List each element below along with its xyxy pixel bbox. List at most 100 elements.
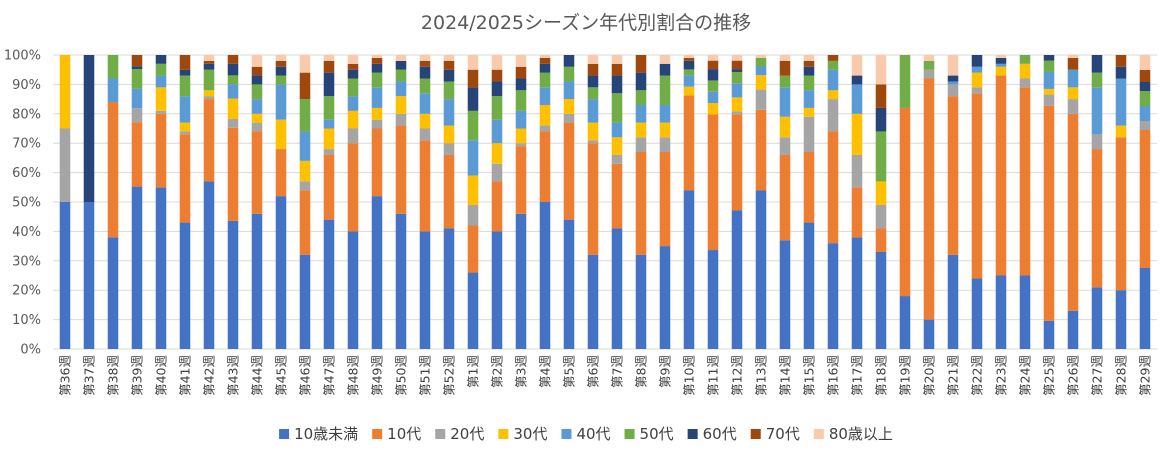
- bar-segment: [251, 55, 263, 67]
- bar-segment: [59, 55, 71, 129]
- bar-segment: [1067, 310, 1079, 349]
- bar-segment: [683, 57, 695, 61]
- bar-segment: [971, 72, 983, 88]
- bar-segment: [659, 246, 671, 349]
- bar-segment: [251, 122, 263, 132]
- x-tick-label: 第23週: [994, 355, 1009, 396]
- bar-segment: [467, 110, 479, 141]
- bar-segment: [995, 55, 1007, 58]
- bar-segment: [395, 213, 407, 349]
- x-tick-label: 第42週: [202, 355, 217, 396]
- bar-segment: [707, 55, 719, 61]
- bar-segment: [899, 296, 911, 349]
- bar-segment: [1139, 106, 1151, 121]
- bar-segment: [611, 137, 623, 155]
- bar-segment: [1043, 105, 1055, 321]
- bar-segment: [203, 63, 215, 70]
- bar-segment: [875, 204, 887, 229]
- x-tick-label: 第6週: [586, 355, 601, 388]
- bars: [59, 55, 1151, 349]
- bar-segment: [707, 91, 719, 104]
- bar-segment: [779, 240, 791, 349]
- bar-segment: [107, 78, 119, 103]
- legend-swatch: [279, 429, 290, 439]
- x-tick-label: 第40週: [154, 355, 169, 396]
- bar-segment: [1115, 290, 1127, 349]
- bar-segment: [347, 96, 359, 111]
- bar-segment: [203, 181, 215, 349]
- x-tick-label: 第1週: [466, 355, 481, 388]
- y-tick-label: 70%: [12, 137, 41, 152]
- bar-segment: [635, 104, 647, 123]
- bar-segment: [443, 143, 455, 155]
- bar-segment: [539, 131, 551, 202]
- bar-segment: [803, 222, 815, 349]
- bar-segment: [467, 272, 479, 349]
- bar-segment: [563, 113, 575, 123]
- legend-label: 50代: [640, 425, 674, 443]
- bar-segment: [491, 181, 503, 232]
- y-tick-label: 100%: [4, 49, 41, 64]
- bar-segment: [467, 140, 479, 176]
- bar-segment: [323, 72, 335, 97]
- bar-segment: [851, 113, 863, 155]
- bar-segment: [707, 69, 719, 81]
- bar-segment: [443, 228, 455, 349]
- bar-segment: [659, 104, 671, 123]
- bar-segment: [923, 319, 935, 349]
- x-tick-label: 第29週: [1138, 355, 1153, 396]
- bar-segment: [635, 122, 647, 138]
- bar-segment: [395, 125, 407, 214]
- bar-segment: [347, 110, 359, 129]
- bar-segment: [947, 55, 959, 76]
- bar-segment: [611, 55, 623, 64]
- bar-segment: [707, 250, 719, 349]
- bar-segment: [707, 60, 719, 70]
- bar-segment: [995, 66, 1007, 76]
- bar-segment: [707, 103, 719, 115]
- bar-segment: [731, 69, 743, 72]
- bar-segment: [443, 55, 455, 61]
- legend-swatch: [372, 429, 383, 439]
- bar-segment: [539, 202, 551, 349]
- x-tick-label: 第43週: [226, 355, 241, 396]
- bar-segment: [131, 66, 143, 69]
- bar-segment: [827, 55, 839, 61]
- bar-segment: [635, 137, 647, 153]
- legend-label: 10歳未満: [294, 425, 358, 443]
- bar-segment: [251, 213, 263, 349]
- bar-segment: [947, 96, 959, 255]
- bar-segment: [347, 143, 359, 232]
- bar-segment: [203, 96, 215, 100]
- bar-segment: [155, 63, 167, 76]
- legend-label: 30代: [513, 425, 547, 443]
- bar-segment: [1115, 78, 1127, 126]
- bar-segment: [299, 181, 311, 191]
- bar-segment: [83, 202, 95, 349]
- bar-segment: [587, 87, 599, 100]
- bar-segment: [179, 222, 191, 349]
- bar-segment: [731, 210, 743, 349]
- bar-segment: [203, 69, 215, 91]
- bar-segment: [395, 96, 407, 114]
- bar-segment: [971, 55, 983, 67]
- bar-segment: [1139, 55, 1151, 70]
- bar-segment: [419, 113, 431, 129]
- bar-segment: [1139, 121, 1151, 130]
- bar-segment: [755, 190, 767, 349]
- bar-segment: [467, 175, 479, 205]
- bar-segment: [155, 110, 167, 114]
- bar-segment: [875, 84, 887, 108]
- bar-segment: [251, 66, 263, 76]
- bar-segment: [1115, 137, 1127, 291]
- bar-segment: [731, 111, 743, 115]
- bar-segment: [971, 93, 983, 279]
- bar-segment: [563, 55, 575, 67]
- x-tick-label: 第9週: [658, 355, 673, 388]
- bar-segment: [299, 131, 311, 161]
- bar-segment: [443, 60, 455, 70]
- bar-segment: [275, 196, 287, 349]
- bar-segment: [755, 57, 767, 67]
